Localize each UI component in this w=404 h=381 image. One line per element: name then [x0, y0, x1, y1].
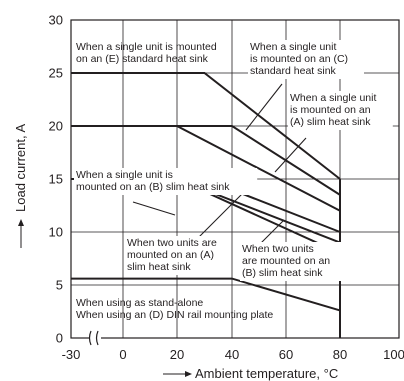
series-line	[71, 125, 341, 212]
break-mark	[95, 330, 99, 346]
leader-line	[132, 201, 176, 216]
series-line	[71, 277, 341, 312]
x-tick-label: 100	[383, 347, 404, 362]
annotation-line: When a single unit is	[76, 169, 173, 181]
annotation-line: slim heat sink	[127, 261, 191, 273]
annotation-line: is mounted on an	[290, 104, 371, 116]
annotation-line: (B) slim heat sink	[242, 267, 323, 279]
break-gap	[89, 332, 101, 344]
leader-line	[274, 137, 307, 173]
y-tick-label: 0	[56, 331, 63, 346]
x-axis-arrowhead	[185, 371, 192, 377]
annotation-line: on an (E) standard heat sink	[76, 53, 209, 65]
annotation-line: are mounted on an	[242, 255, 330, 267]
break-mark	[88, 330, 92, 346]
annotation-line: When a single unit	[290, 92, 376, 104]
x-tick-label: -30	[62, 347, 81, 362]
y-tick-label: 5	[56, 278, 63, 293]
annotation-line: (A) slim heat sink	[290, 116, 371, 128]
y-axis-arrowhead	[18, 219, 24, 226]
annotation-line: When using as stand-alone	[76, 297, 203, 309]
annotation-background	[74, 168, 258, 195]
y-tick-label: 30	[49, 13, 63, 28]
leader-line	[245, 83, 283, 131]
x-tick-label: 0	[119, 347, 126, 362]
annotation-background	[248, 40, 364, 79]
annotation-background	[288, 91, 393, 130]
y-axis-label: Load current, A	[13, 124, 28, 212]
annotation-line: is mounted on an (C)	[250, 53, 348, 65]
annotation-background	[125, 236, 230, 275]
y-tick-label: 25	[49, 66, 63, 81]
annotation-line: When using an (D) DIN rail mounting plat…	[76, 309, 273, 321]
x-tick-label: 80	[333, 347, 347, 362]
annotation-line: When a single unit is mounted	[76, 41, 217, 53]
annotation-background	[240, 242, 345, 281]
annotation-line: When two units are	[127, 237, 217, 249]
plot-frame	[70, 19, 400, 339]
axis-break	[88, 330, 101, 346]
x-tick-label: 40	[225, 347, 239, 362]
y-tick-label: 20	[49, 119, 63, 134]
axis-labels: Ambient temperature, °C Load current, A	[13, 124, 338, 381]
y-tick-label: 10	[49, 225, 63, 240]
x-tick-label: 60	[279, 347, 293, 362]
annotation-line: standard heat sink	[250, 65, 337, 77]
y-tick-label: 15	[49, 172, 63, 187]
annotation-line: When a single unit	[250, 41, 336, 53]
annotation-line: mounted on an (B) slim heat sink	[76, 181, 230, 193]
x-axis-label: Ambient temperature, °C	[195, 366, 338, 381]
annotation-line: When two units	[242, 243, 314, 255]
x-tick-label: 20	[170, 347, 184, 362]
annotation-line: mounted on an (A)	[127, 249, 214, 261]
series-line	[71, 72, 341, 180]
